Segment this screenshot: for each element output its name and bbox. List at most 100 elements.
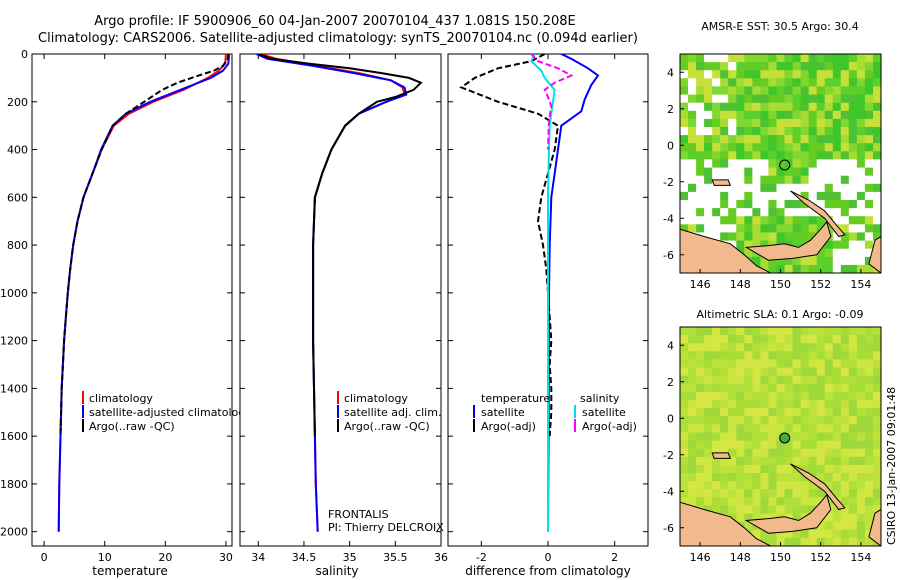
map-cell <box>712 224 721 233</box>
map-cell <box>873 497 881 506</box>
map-cell <box>744 416 753 425</box>
map-cell <box>792 183 802 193</box>
map-cell <box>824 391 834 401</box>
map-cell <box>816 408 826 417</box>
map-cell <box>720 167 729 177</box>
map-cell <box>704 391 713 401</box>
map-cell <box>680 143 689 152</box>
map-cell <box>760 408 769 417</box>
map-cell <box>848 102 858 112</box>
map-cell <box>832 351 842 360</box>
map-cell <box>824 208 834 217</box>
map-cell <box>792 505 802 515</box>
map-cell <box>840 110 850 120</box>
map-cell <box>840 256 850 266</box>
map-cell <box>736 102 745 112</box>
map-cell <box>704 327 713 336</box>
map-cell <box>832 473 842 482</box>
map-cell <box>728 102 737 112</box>
map-cell <box>784 400 794 409</box>
map-cell <box>696 327 705 336</box>
map-cell <box>864 440 874 450</box>
map-cell <box>832 159 842 169</box>
map-cell <box>760 78 769 87</box>
map-cell <box>824 54 834 63</box>
map-cell <box>728 489 737 498</box>
map-cell <box>728 456 737 466</box>
map-cell <box>736 505 745 515</box>
map-cell <box>744 232 753 242</box>
map-cell <box>792 151 802 160</box>
map-cell <box>704 175 713 185</box>
map-x-tick-label: 152 <box>810 278 831 291</box>
map-cell <box>776 264 786 273</box>
map-cell <box>873 94 881 104</box>
map-cell <box>800 505 810 515</box>
map-cell <box>816 200 826 209</box>
map-cell <box>728 167 737 177</box>
map-cell <box>816 78 826 87</box>
map-cell <box>800 375 810 385</box>
map-cell <box>728 400 737 409</box>
map-cell <box>800 256 810 266</box>
map-cell <box>752 473 761 482</box>
map-cell <box>864 513 874 523</box>
map-cell <box>808 159 818 169</box>
map-cell <box>768 537 777 546</box>
map-cell <box>808 208 818 217</box>
map-cell <box>704 70 713 79</box>
map-cell <box>776 416 786 425</box>
difference-lines <box>459 54 600 532</box>
map-cell <box>808 383 818 393</box>
map-cell <box>856 424 866 433</box>
map-cell <box>744 383 753 393</box>
map-cell <box>720 359 729 369</box>
map-cell <box>744 183 753 193</box>
salinity-xlabel: salinity <box>315 564 358 578</box>
map-cell <box>768 432 777 442</box>
map-cell <box>800 224 810 233</box>
map-cell <box>712 127 721 136</box>
map-cell <box>873 375 881 385</box>
map-cell <box>680 351 689 360</box>
temperature-legend: climatology satellite-adjusted climatolo… <box>82 391 252 433</box>
map-cell <box>784 183 794 193</box>
map-cell <box>712 408 721 417</box>
map-cell <box>848 537 858 546</box>
map-cell <box>848 240 858 250</box>
x-tick-label: 20 <box>158 551 172 564</box>
map-cell <box>760 335 769 344</box>
map-cell <box>832 264 842 273</box>
map-y-tick-label: -2 <box>663 176 674 189</box>
map-cell <box>720 367 729 377</box>
map-cell <box>704 448 713 458</box>
map-cell <box>816 183 826 193</box>
map-cell <box>736 78 745 87</box>
land-mass <box>680 228 771 273</box>
map-cell <box>848 513 858 523</box>
map-cell <box>808 151 818 160</box>
map-cell <box>856 70 866 79</box>
map-cell <box>800 167 810 177</box>
legend-sal-argo: Argo(-adj) <box>582 420 637 433</box>
map-cell <box>712 440 721 450</box>
map-cell <box>848 424 858 433</box>
map-cell <box>776 383 786 393</box>
map-cell <box>824 110 834 120</box>
map-cell <box>792 143 802 152</box>
difference-panel: -2 0 2 difference from climatology tempera… <box>447 53 649 578</box>
map-cell <box>736 159 745 169</box>
map-cell <box>808 216 818 225</box>
map-cell <box>840 351 850 360</box>
map-cell <box>840 159 850 169</box>
map-cell <box>720 416 729 425</box>
map-cell <box>744 167 753 177</box>
map-cell <box>873 175 881 185</box>
map-y-tick-label: -2 <box>663 449 674 462</box>
y-tick-label: 2000 <box>0 526 28 539</box>
map-cell <box>792 224 802 233</box>
map-cell <box>856 359 866 369</box>
y-tick-label: 1200 <box>0 335 28 348</box>
map-cell <box>873 481 881 490</box>
land-mass <box>744 220 832 261</box>
